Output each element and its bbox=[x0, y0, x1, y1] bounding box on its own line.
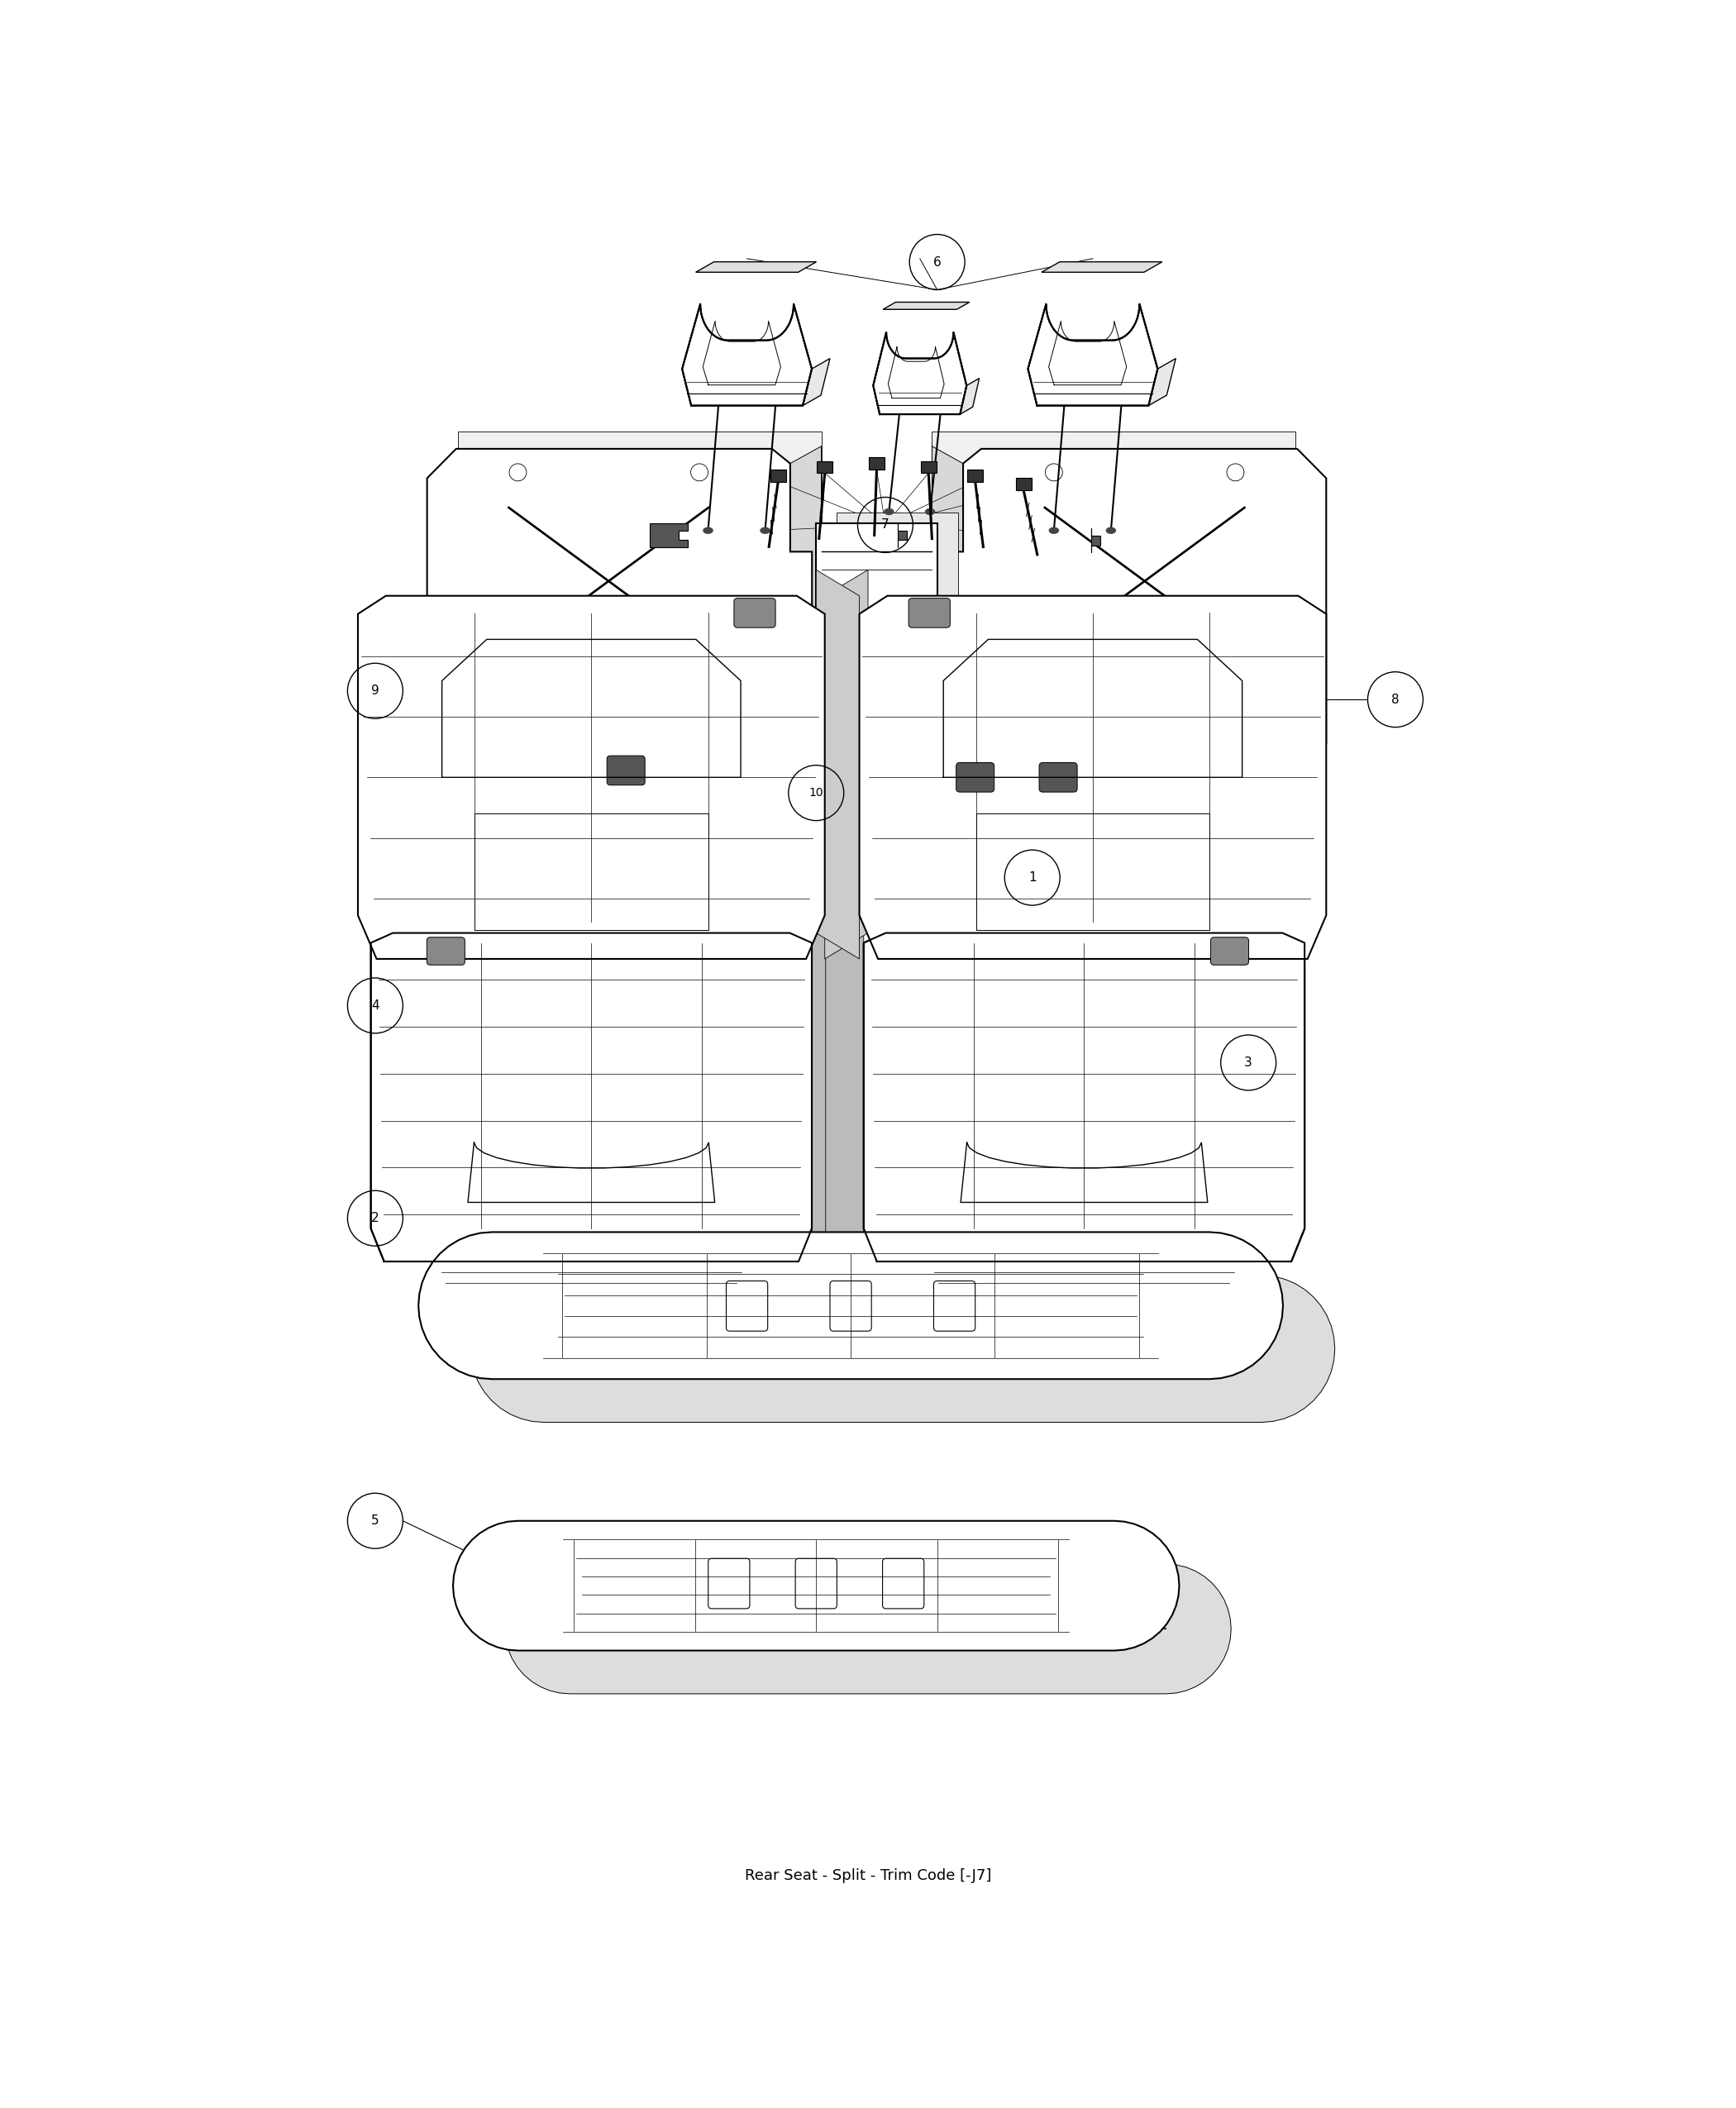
Polygon shape bbox=[920, 462, 936, 472]
Polygon shape bbox=[372, 934, 812, 1261]
Polygon shape bbox=[517, 1585, 1167, 1629]
Polygon shape bbox=[358, 597, 825, 959]
Polygon shape bbox=[967, 470, 983, 481]
Text: 1: 1 bbox=[1028, 871, 1036, 883]
FancyBboxPatch shape bbox=[1040, 763, 1078, 793]
Polygon shape bbox=[868, 457, 885, 470]
Polygon shape bbox=[818, 462, 833, 472]
Text: 2: 2 bbox=[372, 1212, 378, 1225]
Polygon shape bbox=[826, 913, 865, 1261]
Polygon shape bbox=[865, 934, 1304, 1261]
Polygon shape bbox=[941, 449, 1326, 742]
Polygon shape bbox=[873, 333, 967, 415]
FancyBboxPatch shape bbox=[908, 599, 950, 628]
Polygon shape bbox=[898, 523, 906, 548]
Polygon shape bbox=[932, 432, 1295, 725]
FancyBboxPatch shape bbox=[734, 599, 776, 628]
Polygon shape bbox=[437, 1261, 746, 1294]
Text: 10: 10 bbox=[809, 786, 823, 799]
Polygon shape bbox=[932, 447, 963, 698]
Ellipse shape bbox=[884, 508, 894, 514]
FancyBboxPatch shape bbox=[957, 763, 995, 793]
Text: 9: 9 bbox=[372, 685, 378, 698]
Text: 7: 7 bbox=[882, 519, 889, 531]
FancyBboxPatch shape bbox=[608, 757, 646, 784]
Polygon shape bbox=[1090, 529, 1101, 552]
Polygon shape bbox=[453, 1520, 1179, 1651]
Ellipse shape bbox=[1106, 527, 1116, 533]
Ellipse shape bbox=[703, 527, 713, 533]
Text: 5: 5 bbox=[372, 1516, 378, 1526]
Polygon shape bbox=[682, 304, 812, 405]
Polygon shape bbox=[884, 301, 969, 310]
Polygon shape bbox=[960, 377, 979, 415]
Polygon shape bbox=[470, 1275, 1335, 1423]
Text: 6: 6 bbox=[934, 255, 941, 268]
Polygon shape bbox=[802, 358, 830, 405]
Text: 8: 8 bbox=[1391, 694, 1399, 706]
Polygon shape bbox=[771, 470, 786, 481]
Polygon shape bbox=[816, 523, 937, 757]
Polygon shape bbox=[458, 432, 821, 725]
Polygon shape bbox=[1149, 358, 1175, 405]
Polygon shape bbox=[790, 447, 821, 698]
Polygon shape bbox=[1042, 261, 1161, 272]
Text: 3: 3 bbox=[1245, 1056, 1252, 1069]
Ellipse shape bbox=[1049, 527, 1059, 533]
Polygon shape bbox=[812, 913, 851, 1261]
Polygon shape bbox=[696, 261, 816, 272]
Ellipse shape bbox=[925, 508, 936, 514]
Text: Rear Seat - Split - Trim Code [-J7]: Rear Seat - Split - Trim Code [-J7] bbox=[745, 1868, 991, 1882]
Text: 4: 4 bbox=[372, 999, 378, 1012]
Polygon shape bbox=[816, 569, 859, 959]
Polygon shape bbox=[427, 449, 812, 742]
Polygon shape bbox=[1028, 304, 1158, 405]
Ellipse shape bbox=[760, 527, 771, 533]
FancyBboxPatch shape bbox=[427, 938, 465, 965]
Polygon shape bbox=[505, 1564, 1231, 1693]
Polygon shape bbox=[825, 569, 868, 959]
Polygon shape bbox=[859, 597, 1326, 959]
Polygon shape bbox=[649, 523, 687, 548]
FancyBboxPatch shape bbox=[1210, 938, 1248, 965]
Polygon shape bbox=[837, 512, 958, 746]
Polygon shape bbox=[930, 1261, 1238, 1294]
Polygon shape bbox=[491, 1305, 1262, 1349]
Polygon shape bbox=[418, 1231, 1283, 1379]
Polygon shape bbox=[1016, 479, 1031, 491]
